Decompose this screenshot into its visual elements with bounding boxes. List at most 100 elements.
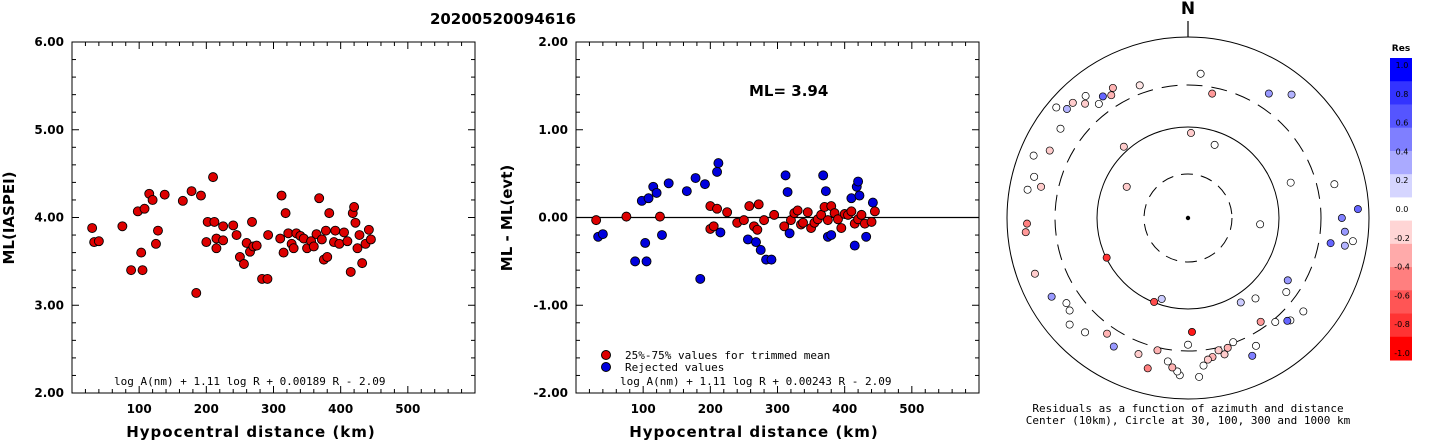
data-point <box>126 265 137 276</box>
data-point <box>117 221 128 232</box>
colorbar-cell <box>1390 290 1412 315</box>
data-point <box>866 216 877 227</box>
station-point <box>1168 363 1177 372</box>
data-point <box>186 186 197 197</box>
data-points <box>87 172 376 298</box>
data-point <box>597 229 608 240</box>
data-point <box>640 237 651 248</box>
y-tick-label: 2.00 <box>34 386 64 400</box>
data-point <box>153 225 163 236</box>
data-point <box>869 206 880 217</box>
data-point <box>211 243 222 254</box>
ring-1000km <box>1006 36 1370 400</box>
station-point <box>1021 228 1030 237</box>
station-point <box>1103 329 1111 338</box>
data-point <box>849 240 860 251</box>
station-point <box>1030 172 1039 181</box>
y-tick-label: 5.00 <box>34 123 64 137</box>
x-tick-label: 100 <box>127 402 152 416</box>
data-point <box>641 256 652 267</box>
station-point <box>1184 340 1192 349</box>
colorbar-tick-label: -0.8 <box>1394 320 1410 329</box>
data-point <box>751 237 761 248</box>
colorbar-cell <box>1390 313 1412 338</box>
data-point <box>276 190 287 201</box>
station-point <box>1108 83 1117 92</box>
colorbar-cell <box>1390 150 1412 175</box>
data-point <box>630 256 641 267</box>
tick-marks: 100 200 300 400 500 2.00 3.00 4.00 5.00 6.00 <box>34 35 476 416</box>
data-point <box>681 186 692 197</box>
station-point <box>1143 364 1152 373</box>
colorbar-tick-label: 0.6 <box>1396 119 1409 128</box>
station-point <box>1056 124 1065 133</box>
station-point <box>1271 318 1280 326</box>
station-point <box>1330 180 1339 189</box>
panel-ml-vs-distance: 100 200 300 400 500 2.00 3.00 4.00 5.00 6.00 ML(I… <box>0 35 476 441</box>
data-point <box>722 207 733 218</box>
legend-label-rejected: Rejected values <box>625 361 724 374</box>
colorbar-tick-label: 1.0 <box>1396 61 1409 70</box>
data-point <box>151 238 161 249</box>
data-point <box>320 225 331 236</box>
data-point <box>322 252 333 262</box>
station-point <box>1062 299 1071 308</box>
station-point <box>1264 89 1273 98</box>
data-point <box>137 265 148 276</box>
data-point <box>147 194 158 205</box>
station-point <box>1214 346 1223 355</box>
data-point <box>738 215 749 226</box>
colorbar-cell <box>1390 81 1412 105</box>
station-point <box>1037 182 1046 191</box>
station-point <box>1065 306 1074 315</box>
station-point <box>1081 99 1090 108</box>
y-tick-label: 2.00 <box>538 35 568 49</box>
x-tick-label: 400 <box>832 402 857 416</box>
station-point <box>1098 92 1107 101</box>
data-point <box>262 273 273 284</box>
data-point <box>782 187 793 198</box>
station-point <box>1337 214 1346 222</box>
data-point <box>238 259 249 269</box>
data-point <box>854 190 865 201</box>
y-tick-label: 1.00 <box>538 123 568 137</box>
colorbar-labels: 1.0 0.8 0.6 0.4 0.2 0.0 -0.2 -0.4 -0.6 -0.8 -1.0 <box>1394 61 1410 358</box>
station-point <box>1052 103 1061 112</box>
y-tick-label: -2.00 <box>533 386 568 400</box>
station-point <box>1299 307 1308 316</box>
tick-marks: 100 200 300 400 500 -2.00 -1.00 0.00 1.00 2.00 <box>533 35 980 416</box>
data-point <box>713 158 724 169</box>
x-tick-label: 100 <box>631 402 656 416</box>
data-point <box>759 215 770 226</box>
data-point <box>93 236 104 247</box>
colorbar-tick-label: 0.8 <box>1396 90 1409 99</box>
data-point <box>357 258 368 269</box>
y-axis-label: ML - ML(evt) <box>498 165 516 271</box>
event-title: 20200520094616 <box>430 10 576 28</box>
data-point <box>136 247 147 258</box>
y-tick-label: 4.00 <box>34 211 64 225</box>
data-point <box>209 216 220 227</box>
y-tick-label: 0.00 <box>538 211 568 225</box>
data-point <box>784 228 795 239</box>
colorbar-cell <box>1390 174 1412 198</box>
plot-frame <box>71 41 476 394</box>
station-point <box>1229 338 1238 347</box>
station-point <box>1248 351 1257 360</box>
station-point <box>1353 205 1362 214</box>
station-point <box>1047 292 1056 301</box>
data-point <box>280 208 291 219</box>
data-point <box>196 190 206 201</box>
data-point <box>820 186 831 197</box>
station-point <box>1150 297 1159 306</box>
station-point <box>1068 98 1077 107</box>
data-point <box>314 193 325 204</box>
data-point <box>744 201 755 212</box>
station-point <box>1119 142 1128 151</box>
data-point <box>201 237 212 248</box>
legend-label-trimmed: 25%-75% values for trimmed mean <box>625 349 830 362</box>
data-point <box>657 230 667 241</box>
station-point <box>1187 129 1195 137</box>
colorbar-tick-label: -0.6 <box>1394 291 1410 300</box>
